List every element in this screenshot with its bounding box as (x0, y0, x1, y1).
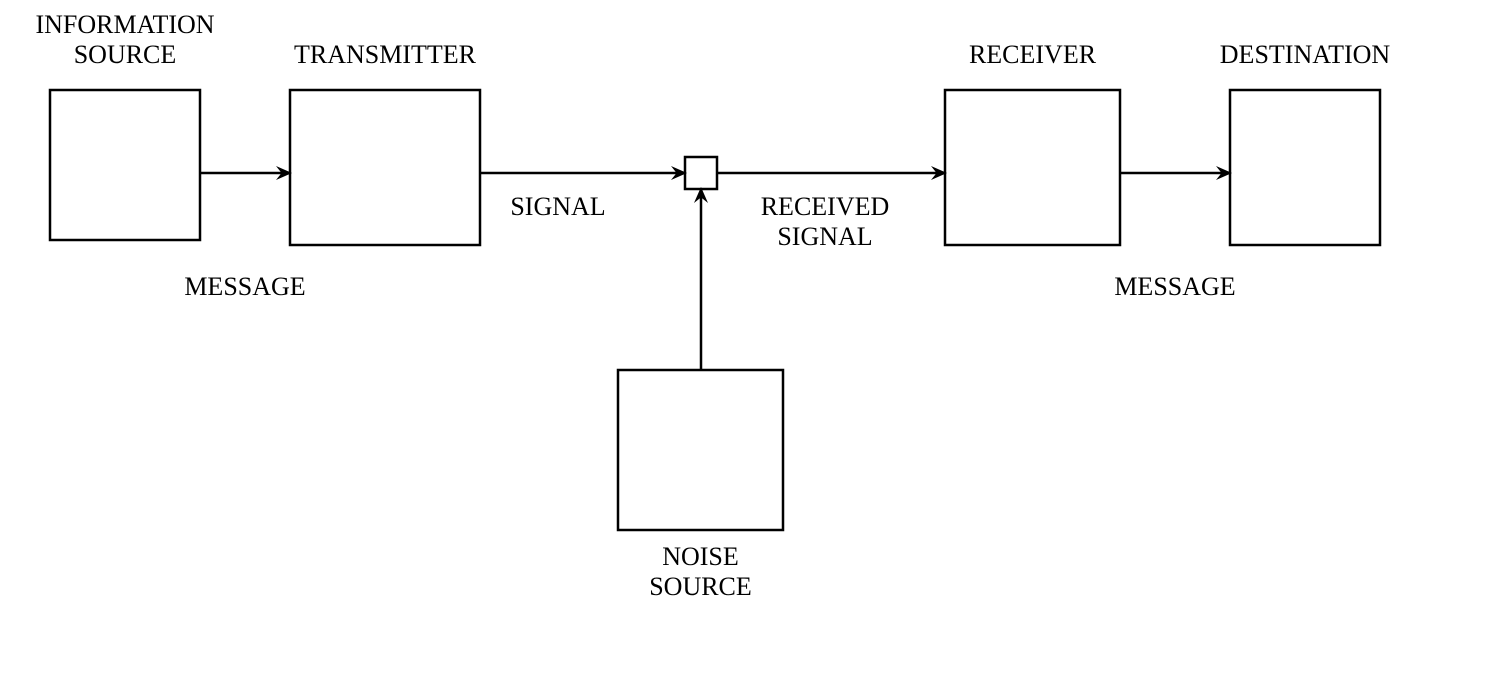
signal-label: SIGNAL (510, 192, 605, 221)
received-signal-label-1: RECEIVED (761, 192, 890, 221)
received-signal-label-2: SIGNAL (777, 222, 872, 251)
information-source-label-2: SOURCE (74, 40, 177, 69)
receiver-box (945, 90, 1120, 245)
information-source-box (50, 90, 200, 240)
information-source-label-1: INFORMATION (35, 10, 214, 39)
message-label-2: MESSAGE (1114, 272, 1235, 301)
noise-source-label-2: SOURCE (649, 572, 752, 601)
communication-diagram: INFORMATION SOURCE TRANSMITTER RECEIVER … (0, 0, 1486, 676)
mixer-box (685, 157, 717, 189)
noise-source-label-1: NOISE (662, 542, 739, 571)
destination-box (1230, 90, 1380, 245)
noise-source-box (618, 370, 783, 530)
message-label-1: MESSAGE (184, 272, 305, 301)
destination-label: DESTINATION (1220, 40, 1391, 69)
transmitter-label: TRANSMITTER (294, 40, 477, 69)
transmitter-box (290, 90, 480, 245)
receiver-label: RECEIVER (969, 40, 1097, 69)
